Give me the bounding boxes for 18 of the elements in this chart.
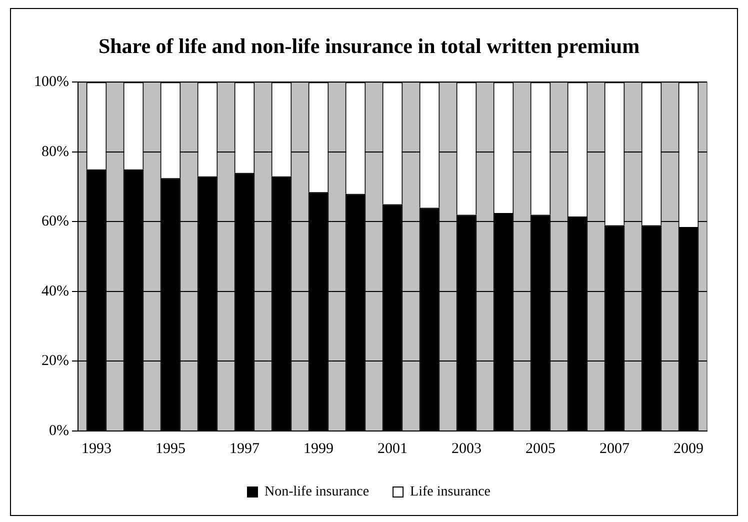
legend-label: Life insurance [410,484,491,500]
y-tick-label: 80% [41,144,69,160]
y-tick-label: 100% [34,74,69,90]
chart-title: Share of life and non-life insurance in total written premium [98,34,640,58]
y-tick-label: 20% [41,353,69,370]
x-tick-label: 2001 [378,440,408,457]
x-tick-label: 1999 [303,440,334,457]
y-tick-label: 40% [41,283,69,300]
x-tick-label: 1995 [155,440,186,457]
y-tick-label: 0% [48,422,69,439]
x-tick-label: 2003 [452,440,482,457]
x-tick-label: 1997 [229,440,260,457]
x-tick-label: 2005 [526,440,556,457]
x-tick-label: 2009 [674,440,704,457]
x-tick-label: 1993 [81,440,112,457]
x-tick-label: 2007 [600,440,630,457]
legend-label: Non-life insurance [264,484,370,500]
y-tick-label: 60% [41,214,69,230]
